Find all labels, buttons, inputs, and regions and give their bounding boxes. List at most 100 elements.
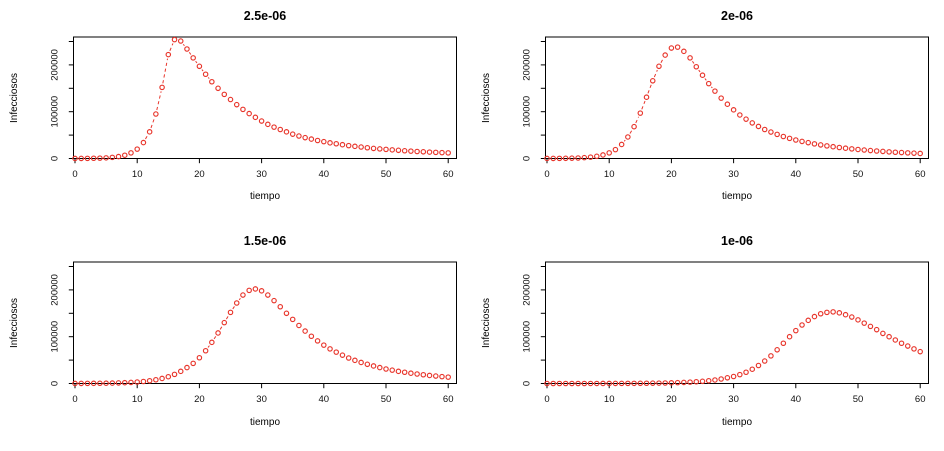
data-point-marker: [321, 342, 327, 348]
x-axis: 0 10 20 30 40 50 60: [72, 383, 454, 405]
data-point-marker: [842, 311, 849, 318]
data-point-marker: [867, 147, 874, 154]
data-point-marker: [575, 380, 581, 387]
data-point-marker: [196, 354, 203, 361]
data-point-marker: [364, 144, 371, 151]
data-point-marker: [445, 374, 451, 380]
data-point-marker: [401, 148, 408, 154]
data-point-marker: [240, 106, 246, 113]
data-point-marker: [737, 371, 743, 378]
data-point-marker: [562, 380, 569, 387]
data-point-marker: [649, 380, 656, 386]
data-point-marker: [202, 71, 209, 78]
data-point-marker: [612, 146, 619, 153]
data-point-marker: [544, 380, 550, 387]
data-point-marker: [408, 148, 414, 154]
data-point-marker: [593, 153, 600, 160]
data-point-marker: [321, 138, 327, 145]
x-tick-label: 20: [194, 169, 205, 180]
series-dash-segment: [653, 69, 658, 78]
y-axis-label: Infecciosos: [481, 298, 492, 348]
data-point-marker: [836, 144, 843, 151]
series-dash-segment: [623, 139, 626, 142]
chart-2.5e-06: 0 10 20 30 40 50 60 0 100000 200000 2.5e-06 tiemp…: [9, 9, 457, 202]
y-tick-label: 200000: [50, 274, 61, 306]
data-point-marker: [768, 353, 774, 359]
data-point-marker: [246, 110, 252, 117]
data-point-marker: [780, 340, 787, 347]
data-point-marker: [72, 380, 78, 387]
data-point-marker: [550, 155, 556, 162]
data-point-marker: [587, 154, 594, 160]
data-point-marker: [246, 287, 252, 294]
chart-title: 1.5e-06: [244, 234, 286, 248]
data-point-marker: [625, 134, 631, 140]
series-dash-segment: [660, 58, 664, 63]
data-point-marker: [227, 309, 234, 316]
x-tick-label: 50: [381, 169, 392, 180]
data-point-marker: [115, 153, 122, 160]
data-point-marker: [712, 88, 718, 94]
x-tick-label: 60: [443, 394, 454, 405]
data-point-marker: [333, 349, 340, 355]
data-point-marker: [209, 339, 215, 346]
data-point-marker: [358, 144, 364, 150]
y-axis-label: Infecciosos: [9, 298, 20, 348]
data-point-marker: [544, 155, 550, 162]
data-point-marker: [755, 123, 762, 130]
data-point-marker: [233, 300, 240, 306]
data-point-marker: [849, 146, 855, 152]
data-point-marker: [569, 155, 575, 161]
data-point-marker: [618, 141, 625, 148]
series-dash-segment: [238, 297, 241, 301]
data-point-marker: [631, 380, 637, 387]
data-point-marker: [681, 48, 687, 55]
x-tick-label: 40: [319, 394, 330, 405]
x-tick-label: 0: [72, 394, 77, 405]
data-point-marker: [184, 364, 190, 371]
data-point-marker: [668, 45, 675, 51]
data-point-marker: [761, 358, 768, 364]
data-point-marker: [377, 364, 383, 371]
data-point-marker: [898, 149, 905, 156]
series-dash-segment: [710, 86, 713, 89]
data-point-marker: [265, 121, 271, 128]
plot-area: 0 10 20 30 40 50 60 0 100000 200000: [522, 261, 929, 405]
data-point-marker: [892, 149, 899, 156]
data-point-marker: [134, 379, 140, 385]
data-point-marker: [128, 150, 134, 156]
data-point-marker: [836, 310, 843, 316]
series-dash-segment: [182, 43, 185, 47]
data-point-marker: [724, 101, 731, 107]
data-point-marker: [687, 379, 693, 385]
data-point-marker: [786, 135, 793, 142]
data-point-marker: [314, 338, 321, 344]
data-point-marker: [556, 380, 563, 387]
y-axis-label: Infecciosos: [481, 73, 492, 123]
data-point-marker: [215, 330, 221, 336]
x-tick-label: 60: [443, 169, 454, 180]
data-point-marker: [90, 380, 97, 387]
data-point-marker: [898, 340, 905, 347]
x-axis-label: tiempo: [722, 417, 752, 428]
data-point-marker: [600, 380, 606, 387]
data-point-marker: [668, 380, 675, 386]
data-point-marker: [755, 362, 762, 369]
data-point-marker: [420, 371, 427, 378]
data-point-marker: [140, 378, 147, 385]
data-point-marker: [439, 149, 445, 156]
chart-title: 1e-06: [721, 234, 753, 248]
data-point-marker: [849, 314, 855, 320]
y-tick-label: 100000: [50, 96, 61, 128]
data-point-marker: [296, 133, 302, 139]
series-dash-segment: [162, 58, 169, 84]
data-point-marker: [84, 380, 91, 387]
data-point-marker: [370, 363, 377, 369]
data-series: [544, 44, 923, 162]
data-point-marker: [581, 380, 588, 387]
data-point-marker: [774, 347, 780, 353]
data-point-marker: [824, 309, 830, 316]
x-axis-label: tiempo: [250, 417, 280, 428]
chart-title: 2e-06: [721, 9, 753, 23]
